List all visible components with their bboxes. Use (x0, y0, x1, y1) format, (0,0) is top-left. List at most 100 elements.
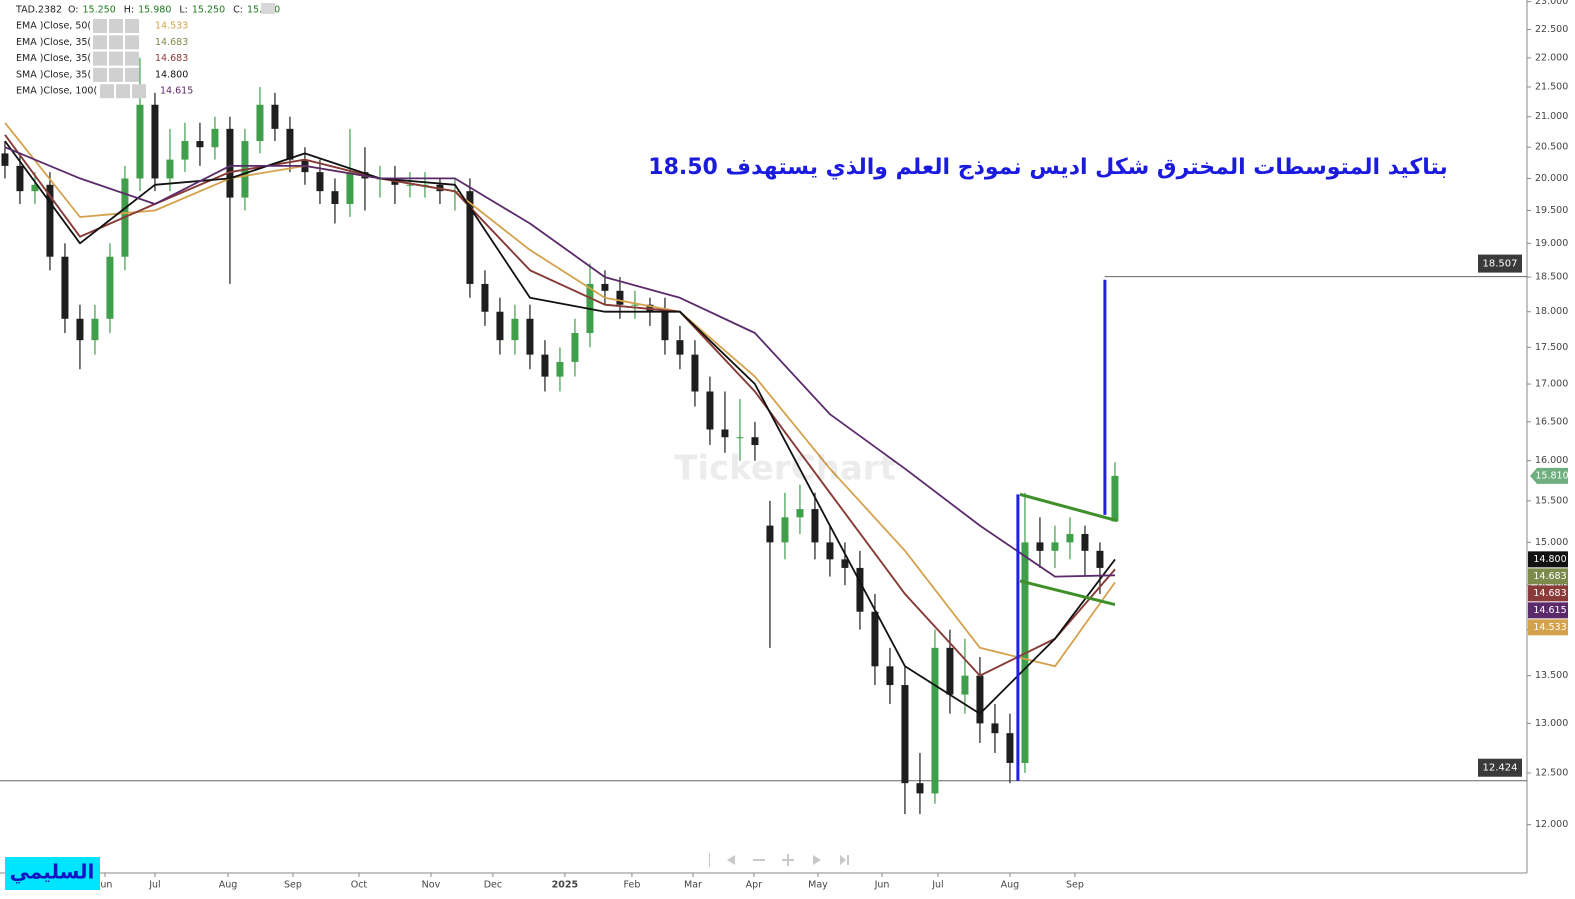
candle-body (946, 647, 954, 695)
candle-body (61, 256, 69, 319)
y-tick-label: 13.000 (1535, 718, 1568, 729)
y-tick-label: 15.500 (1535, 495, 1568, 506)
candle-body (331, 191, 339, 205)
legend-icon[interactable] (109, 51, 123, 66)
candle-body (271, 104, 279, 129)
x-axis-strip (0, 874, 1575, 899)
ohlc-value: 15.980 (138, 5, 171, 16)
legend-icon[interactable] (109, 35, 123, 50)
x-tick-label: Oct (351, 880, 368, 891)
level-badge (1478, 254, 1522, 273)
candle-body (1066, 533, 1074, 543)
legend-icon[interactable] (132, 84, 146, 99)
candle-body (166, 159, 174, 179)
candle-body (181, 141, 189, 160)
nav-right[interactable] (813, 855, 821, 865)
candle-body (496, 311, 504, 341)
candle-body (841, 559, 849, 568)
candle-body (976, 675, 984, 724)
nav-end[interactable] (840, 855, 849, 865)
candle-body (796, 509, 804, 518)
candle-body (901, 685, 909, 784)
legend-icon[interactable] (109, 67, 123, 82)
legend-value: 14.800 (155, 69, 188, 80)
candle-body (871, 611, 879, 667)
y-tick-label: 18.500 (1535, 272, 1568, 283)
legend-icon[interactable] (100, 84, 114, 99)
x-tick-label: Nov (422, 880, 441, 891)
x-tick-label: Mar (684, 880, 702, 891)
ma-badge (1528, 585, 1568, 602)
legend-icon[interactable] (125, 67, 139, 82)
legend-name: SMA )Close, 35( (16, 69, 91, 80)
ma-badge-label: 14.800 (1533, 554, 1566, 565)
candle-body (601, 283, 609, 291)
candle-body (616, 290, 624, 305)
legend-value: 14.533 (155, 21, 188, 32)
y-tick-label: 21.500 (1535, 81, 1568, 92)
candle-body (1096, 550, 1104, 568)
legend-icon[interactable] (109, 19, 123, 33)
nav-zoom-out[interactable] (753, 859, 765, 861)
y-tick-label: 22.500 (1535, 24, 1568, 35)
candle-body (721, 429, 729, 438)
nav-left[interactable] (727, 855, 735, 865)
ma-badge-label: 14.683 (1533, 588, 1566, 599)
legend-icon[interactable] (93, 35, 107, 50)
legend-icon[interactable] (93, 51, 107, 66)
y-tick-label: 12.000 (1535, 819, 1568, 830)
legend-icon[interactable] (125, 35, 139, 50)
legend-icon[interactable] (125, 51, 139, 66)
legend-icon[interactable] (93, 19, 107, 33)
ma-badge-label: 14.683 (1533, 571, 1566, 582)
candle-body (1, 153, 9, 166)
x-tick-label: 2025 (552, 880, 578, 891)
x-tick-label: Jun (97, 880, 113, 891)
ohlc-key: H: (124, 5, 134, 16)
header-bg (12, 2, 274, 16)
x-tick-label: Feb (624, 880, 641, 891)
legend-name: EMA )Close, 50( (16, 21, 91, 32)
y-tick-label: 22.000 (1535, 52, 1568, 63)
y-tick-label: 20.000 (1535, 173, 1568, 184)
nav-zoom-in[interactable] (782, 854, 794, 866)
legend-icon[interactable] (116, 84, 130, 99)
legend-name: EMA )Close, 100( (16, 86, 97, 97)
symbol: TAD.2382 (15, 5, 62, 16)
candle-body (406, 184, 414, 186)
author-badge (5, 857, 100, 890)
candle-body (211, 128, 219, 148)
x-tick-label: Aug (1001, 880, 1020, 891)
legend-icon[interactable] (93, 67, 107, 82)
candle-body (481, 283, 489, 312)
ma-line (4, 134, 1116, 677)
legend-name: EMA )Close, 35( (16, 37, 91, 48)
ma-line (4, 146, 1116, 578)
candle-body (541, 354, 549, 377)
candle-body (856, 567, 864, 612)
x-tick-label: Dec (484, 880, 502, 891)
y-tick-label: 18.000 (1535, 306, 1568, 317)
watermark: TickerChart (674, 449, 896, 489)
header: TAD.2382O:15.250H:15.980L:15.250C:15.810… (12, 2, 280, 99)
candle-body (751, 437, 759, 446)
legend-icon[interactable] (125, 19, 139, 33)
y-tick-label: 20.500 (1535, 142, 1568, 153)
candle-body (31, 184, 39, 192)
y-tick-label: 17.000 (1535, 379, 1568, 390)
chart-title: بتاكيد المتوسطات المخترق شكل اديس نموذج … (648, 155, 1447, 180)
x-tick-label: Sep (1066, 880, 1084, 891)
author: السليمي (10, 860, 95, 885)
nav-controls (709, 853, 849, 867)
candle-body (781, 517, 789, 543)
candle-body (676, 340, 684, 355)
candle-body (226, 128, 234, 198)
legend-name: EMA )Close, 35( (16, 53, 91, 64)
y-tick-label: 12.500 (1535, 768, 1568, 779)
ma-badge (1528, 602, 1568, 619)
candle-body (46, 184, 54, 257)
y-tick-label: 21.000 (1535, 111, 1568, 122)
more-button[interactable] (261, 3, 275, 14)
candle-body (931, 647, 939, 794)
